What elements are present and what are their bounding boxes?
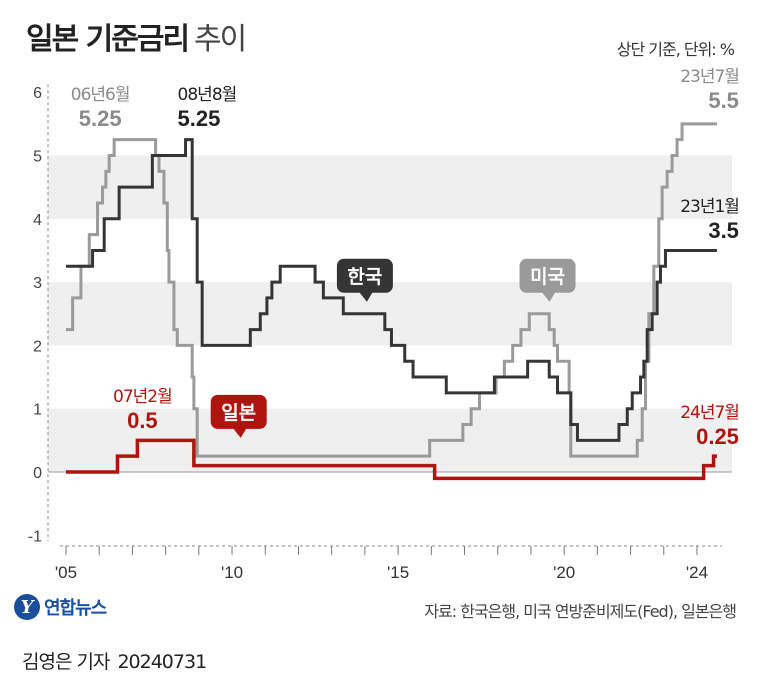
annotation-date: 23년1월 <box>680 197 739 217</box>
y-tick-label: 2 <box>33 338 42 355</box>
y-tick-label: 4 <box>33 212 42 229</box>
yonhap-logo: Y 연합뉴스 <box>14 594 107 620</box>
grid-band <box>48 155 732 219</box>
title-light: 추이 <box>194 22 247 57</box>
annotation-date: 23년7월 <box>680 67 739 87</box>
legend-callout-label: 한국 <box>347 266 382 288</box>
y-tick-label: 1 <box>33 402 42 419</box>
x-tick-label: '15 <box>387 563 409 582</box>
legend-callout: 일본 <box>210 394 267 438</box>
annotation-date: 24년7월 <box>680 403 739 423</box>
reporter: 김영은 기자 <box>22 651 110 673</box>
legend-callout-tail <box>358 291 373 302</box>
annotation-date: 08년8월 <box>178 85 237 105</box>
annotation-date: 07년2월 <box>113 387 172 407</box>
legend-callout: 한국 <box>336 258 393 302</box>
legend-callout-box <box>519 258 576 293</box>
legend-callout-box <box>210 394 267 429</box>
publish-date: 20240731 <box>117 651 207 673</box>
annotation-value: 3.5 <box>708 218 739 243</box>
legend-callout-label: 일본 <box>221 402 256 424</box>
x-tick-label: '10 <box>221 563 243 582</box>
source-note: 자료: 한국은행, 미국 연방준비제도(Fed), 일본은행 <box>424 602 737 621</box>
x-tick-label: '05 <box>55 563 77 582</box>
x-tick-label: '24 <box>686 563 708 582</box>
y-tick-label: 3 <box>33 275 42 292</box>
yonhap-logo-text: 연합뉴스 <box>44 598 107 619</box>
legend-callout-tail <box>232 427 247 438</box>
annotation-value: 5.25 <box>178 106 221 131</box>
legend-callout-box <box>336 258 393 293</box>
yonhap-logo-icon: Y <box>14 594 40 620</box>
legend-callout-label: 미국 <box>530 266 565 288</box>
series-line-japan <box>66 438 717 481</box>
annotation-value: 5.25 <box>79 106 122 131</box>
unit-label: 상단 기준, 단위: % <box>616 40 735 59</box>
legend-callout-tail <box>541 291 556 302</box>
y-tick-label: 6 <box>33 85 42 102</box>
x-tick-label: '20 <box>553 563 575 582</box>
y-tick-label: 0 <box>33 465 42 482</box>
annotation-value: 0.25 <box>696 424 739 449</box>
legend-callout: 미국 <box>519 258 576 302</box>
series-line-korea <box>66 138 717 442</box>
title-bold: 일본 기준금리 <box>26 22 190 57</box>
y-tick-label: -1 <box>28 528 42 545</box>
grid-band-blank <box>48 92 732 156</box>
chart-title: 일본 기준금리 추이 <box>26 14 247 58</box>
annotation-value: 0.5 <box>127 408 158 433</box>
annotation-date: 06년6월 <box>71 85 130 105</box>
y-tick-label: 5 <box>33 149 42 166</box>
credit-line: 김영은 기자 20240731 <box>22 647 207 674</box>
annotation-value: 5.5 <box>708 88 739 113</box>
